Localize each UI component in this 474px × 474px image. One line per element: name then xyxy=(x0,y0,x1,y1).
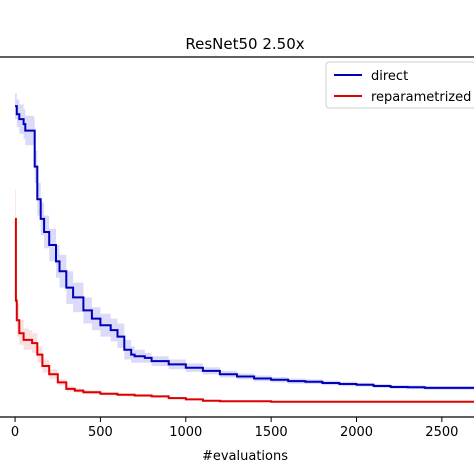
x-tick-label: 1000 xyxy=(169,425,202,440)
series-line-direct xyxy=(15,105,474,389)
x-axis-label: #evaluations xyxy=(202,449,288,464)
plot-frame xyxy=(0,56,474,418)
legend-label: direct xyxy=(371,69,408,84)
x-tick-label: 1500 xyxy=(255,425,288,440)
legend-box xyxy=(325,61,474,109)
legend-label: reparametrized xyxy=(371,90,471,105)
x-tick-label: 500 xyxy=(88,425,113,440)
x-axis-ticks: 0 500 1000 1500 2000 2500 xyxy=(11,417,458,440)
series-lines xyxy=(14,105,474,403)
legend: direct reparametrized xyxy=(325,61,474,109)
error-bands xyxy=(15,93,474,402)
x-tick-label: 2000 xyxy=(340,425,373,440)
band-reparametrized xyxy=(15,189,474,402)
band-direct xyxy=(15,93,474,390)
series-line-reparametrized xyxy=(14,217,474,403)
x-tick-label: 2500 xyxy=(425,425,458,440)
x-tick-label: 0 xyxy=(11,425,19,440)
chart-title: ResNet50 2.50x xyxy=(185,35,304,53)
